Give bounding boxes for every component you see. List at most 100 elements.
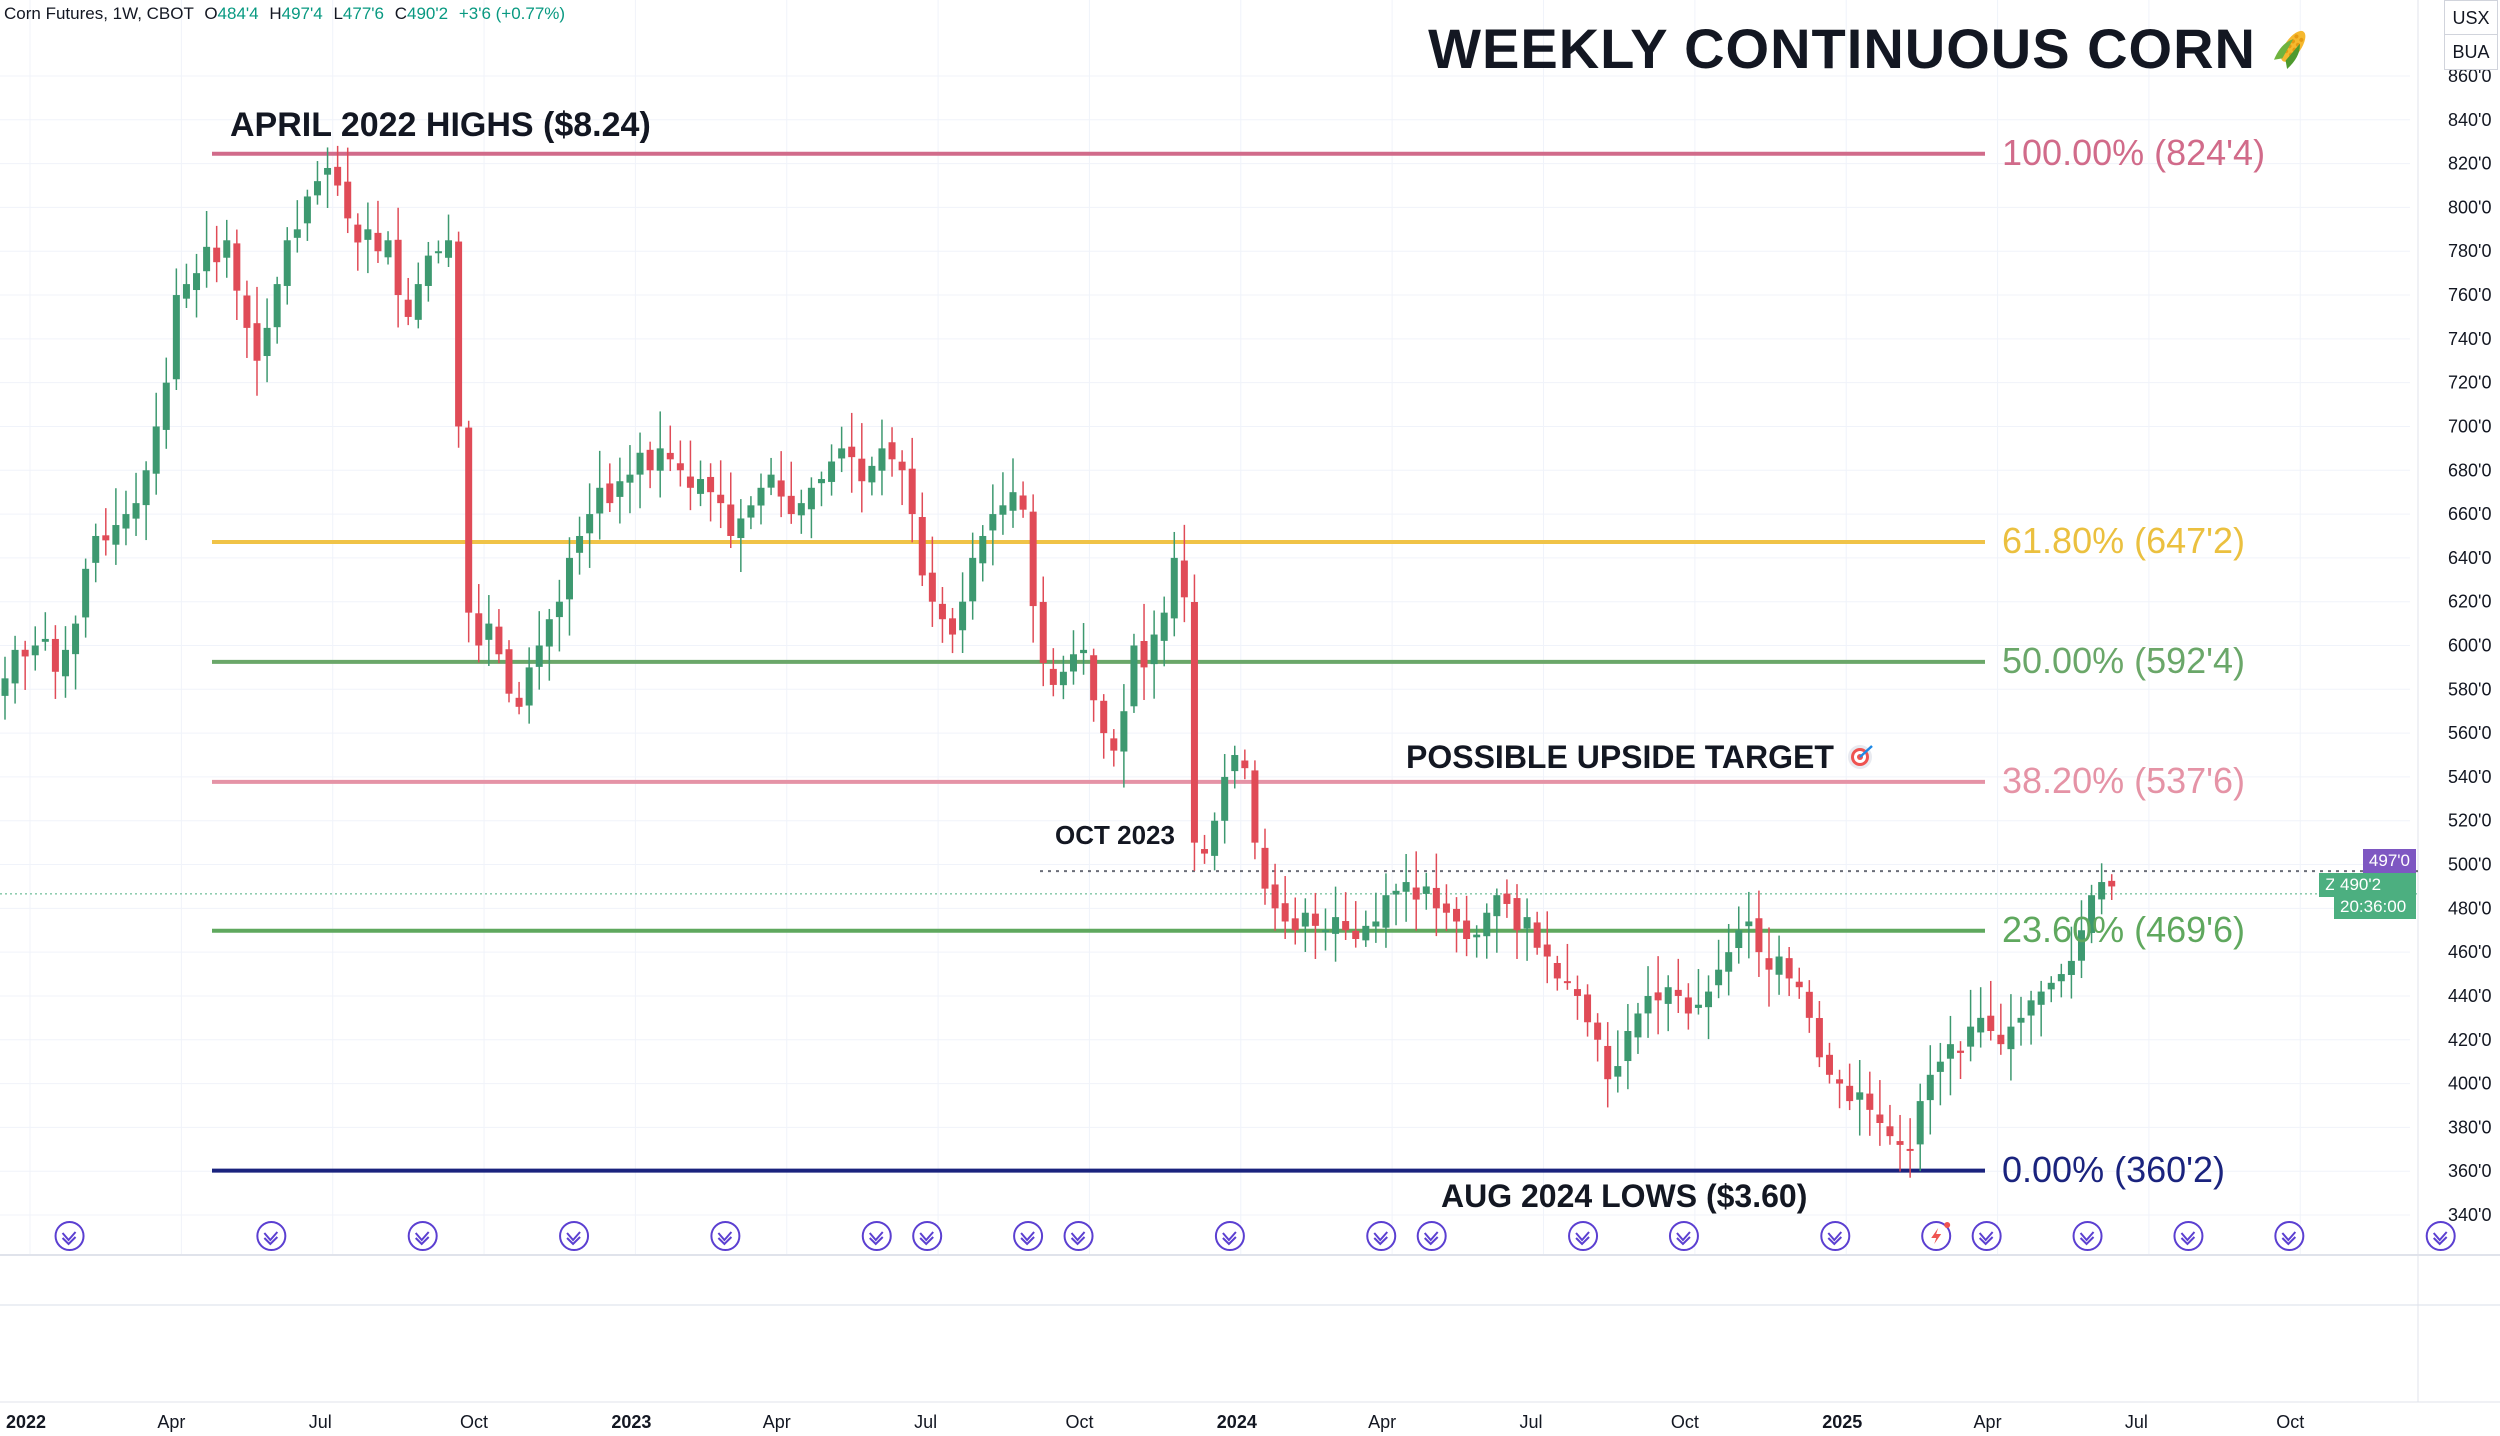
event-marker-icon[interactable] — [1971, 1221, 2002, 1251]
candle-body — [1805, 991, 1813, 1018]
candle-body — [515, 697, 523, 707]
unit-button[interactable]: BUA — [2444, 34, 2498, 70]
candle-body — [1231, 755, 1239, 772]
event-marker-icon[interactable] — [559, 1221, 590, 1251]
event-marker-icon[interactable] — [1013, 1221, 1044, 1251]
candle-body — [858, 458, 866, 482]
candle-body — [434, 251, 442, 254]
candle-body — [1876, 1114, 1884, 1124]
candle-body — [172, 295, 180, 380]
candle-body — [1120, 711, 1128, 752]
event-marker-icon[interactable] — [861, 1221, 892, 1251]
countdown-tag: 20:36:00 — [2334, 895, 2416, 919]
candle-body — [1896, 1141, 1904, 1145]
event-marker-icon[interactable] — [1063, 1221, 1094, 1251]
time-tick-label: Jul — [1520, 1412, 1543, 1432]
candle-body — [1221, 776, 1229, 821]
candle-body — [112, 525, 120, 545]
candle-body — [1594, 1022, 1602, 1040]
candle-body — [565, 557, 573, 600]
event-marker-icon[interactable] — [2173, 1221, 2204, 1251]
candle-body — [334, 166, 342, 186]
price-tick-label: 700'0 — [2448, 416, 2491, 436]
price-tick-label: 620'0 — [2448, 592, 2491, 612]
event-marker-icon[interactable] — [54, 1221, 85, 1251]
candle-body — [1311, 913, 1319, 926]
candle-body — [273, 284, 281, 328]
candle-body — [1392, 890, 1400, 895]
candle-body — [1140, 641, 1148, 668]
candle-body — [142, 470, 150, 506]
candle-body — [263, 327, 271, 357]
candle-body — [1674, 989, 1682, 996]
price-tick-label: 780'0 — [2448, 241, 2491, 261]
candle-body — [878, 448, 886, 471]
upside-target-label: POSSIBLE UPSIDE TARGET — [1406, 739, 1874, 779]
event-marker-icon[interactable] — [407, 1221, 438, 1251]
candle-body — [2047, 982, 2055, 990]
candle-body — [989, 514, 997, 531]
price-tick-label: 660'0 — [2448, 504, 2491, 524]
event-marker-icon[interactable] — [2274, 1221, 2305, 1251]
price-tick-label: 520'0 — [2448, 811, 2491, 831]
candle-body — [2057, 974, 2065, 982]
event-marker-icon[interactable] — [2425, 1221, 2456, 1251]
low-label: L — [333, 4, 343, 23]
time-tick-label: 2024 — [1217, 1412, 1257, 1432]
candle-body — [132, 503, 140, 519]
candle-body — [364, 229, 372, 240]
high-label: H — [269, 4, 282, 23]
candle-body — [41, 638, 49, 642]
candle-body — [1563, 981, 1571, 984]
event-marker-icon[interactable] — [1416, 1221, 1447, 1251]
candle-body — [1614, 1066, 1622, 1077]
time-tick-label: Apr — [763, 1412, 791, 1432]
price-tick-label: 560'0 — [2448, 723, 2491, 743]
candle-body — [1765, 958, 1773, 970]
candle-body — [324, 167, 332, 175]
candle-body — [1533, 922, 1541, 948]
currency-button[interactable]: USX — [2444, 0, 2498, 36]
candle-body — [1291, 918, 1299, 931]
candle-body — [1825, 1054, 1833, 1075]
candle-body — [1936, 1061, 1944, 1072]
candle-body — [525, 667, 533, 706]
event-marker-icon[interactable] — [912, 1221, 943, 1251]
candle-body — [807, 487, 815, 510]
close-value: 490'2 — [407, 4, 449, 23]
price-axis[interactable]: 860'0 840'0 820'0 800'0 780'0 760'0 740'0 720'0… — [2448, 66, 2491, 1225]
candle-body — [465, 427, 473, 613]
candle-body — [1180, 560, 1188, 598]
high-price-tag: 497'0 — [2362, 849, 2416, 873]
candle-body — [596, 487, 604, 514]
price-tick-label: 460'0 — [2448, 942, 2491, 962]
event-marker-icon[interactable] — [1820, 1221, 1851, 1251]
fib-label: 0.00% (360'2) — [2002, 1148, 2226, 1190]
candle-body — [1654, 992, 1662, 1001]
candle-body — [1755, 918, 1763, 953]
price-tick-label: 540'0 — [2448, 767, 2491, 787]
oct-2023-label: OCT 2023 — [1055, 820, 1175, 850]
candle-body — [1795, 981, 1803, 988]
time-axis[interactable]: 2022 Apr Jul Oct 2023 Apr Jul Oct 2024 Apr Jul Oct 2… — [6, 1412, 2304, 1432]
event-marker-icon[interactable] — [1366, 1221, 1397, 1251]
candle-body — [576, 535, 584, 553]
candle-body — [445, 240, 453, 258]
candle-body — [2017, 1017, 2025, 1023]
flash-event-icon[interactable] — [1921, 1221, 1952, 1251]
event-marker-icon[interactable] — [1668, 1221, 1699, 1251]
event-marker-icon[interactable] — [256, 1221, 287, 1251]
candle-body — [505, 649, 513, 694]
event-marker-icon[interactable] — [1214, 1221, 1245, 1251]
time-tick-label: Apr — [157, 1412, 185, 1432]
candle-body — [51, 638, 59, 672]
candle-body — [1624, 1031, 1632, 1062]
candle-body — [1866, 1093, 1874, 1110]
event-marker-icon[interactable] — [710, 1221, 741, 1251]
event-marker-icon[interactable] — [1568, 1221, 1599, 1251]
event-markers[interactable] — [54, 1221, 2456, 1251]
candle-body — [1916, 1101, 1924, 1145]
candle-body — [1049, 668, 1057, 685]
event-marker-icon[interactable] — [2072, 1221, 2103, 1251]
